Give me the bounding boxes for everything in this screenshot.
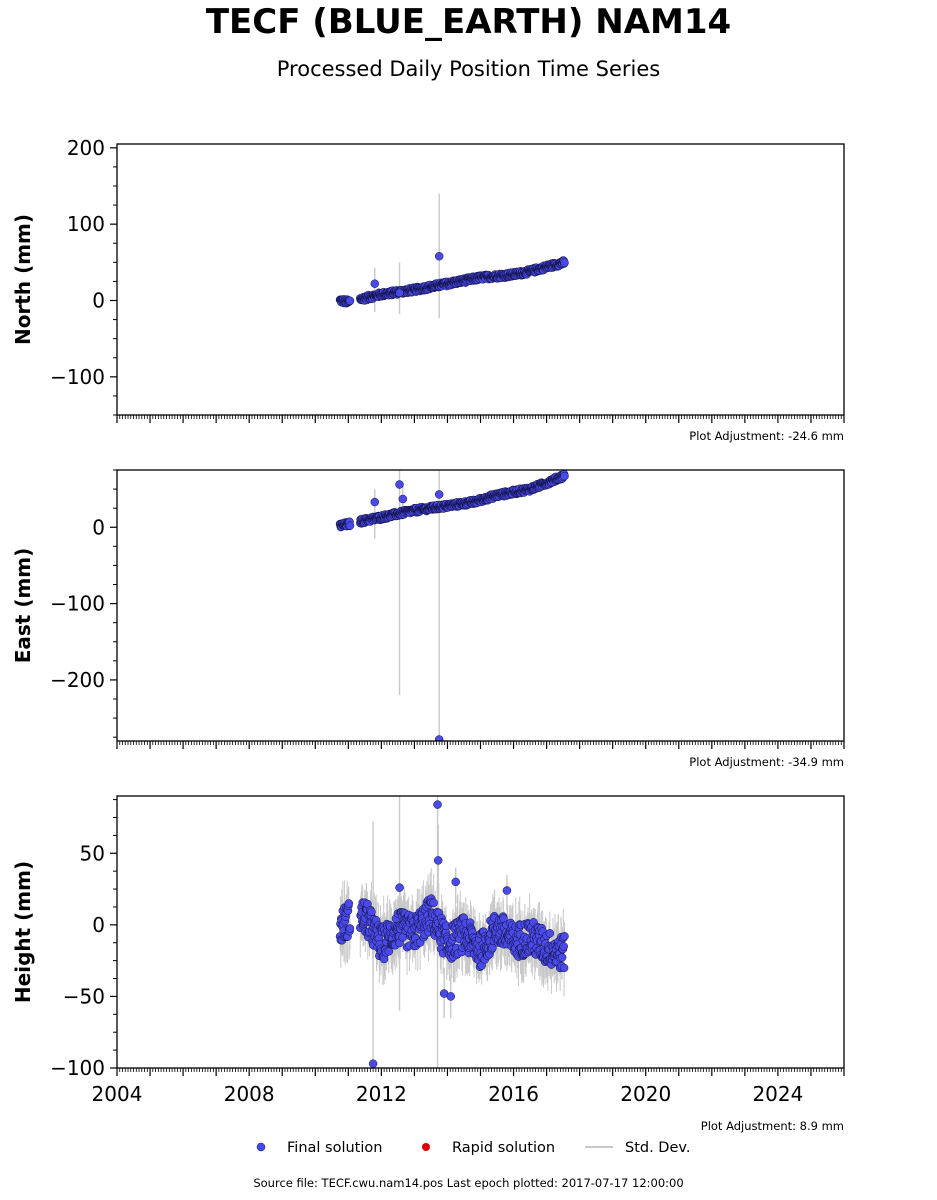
y-axis-label: East (mm) [11, 548, 35, 664]
plot-area [335, 796, 569, 1068]
final-solution-point [451, 877, 460, 887]
final-solution-point [560, 471, 569, 481]
final-solution-point [433, 800, 442, 809]
y-tick-label: 100 [67, 212, 105, 236]
final-solution-point [560, 258, 569, 267]
final-solution-point [398, 494, 408, 504]
legend-marker [422, 1143, 430, 1151]
panel-1: 200 100 0 −100 North (mm) Plot Adjustment: -2… [11, 136, 845, 443]
source-file-note: Source file: TECF.cwu.nam14.pos Last epo… [253, 1176, 684, 1190]
y-axis-label: Height (mm) [11, 861, 35, 1003]
x-tick-label: 2016 [488, 1082, 539, 1106]
plot-area [335, 470, 569, 741]
x-ticks [116, 415, 845, 423]
final-solution-point [345, 521, 355, 530]
legend: Final solution Rapid solution Std. Dev. [256, 1140, 690, 1156]
final-solution-point [434, 735, 444, 741]
plot-adjustment-note: Plot Adjustment: 8.9 mm [701, 1119, 844, 1133]
final-solution-point [345, 924, 355, 933]
final-solution-point [559, 942, 568, 951]
final-solution-point [446, 992, 456, 1001]
x-tick-label: 2020 [620, 1082, 671, 1106]
y-ticks: 200 100 0 −100 [50, 136, 117, 416]
legend-label: Rapid solution [452, 1140, 555, 1156]
x-tick-label: 2012 [356, 1082, 407, 1106]
plot-adjustment-note: Plot Adjustment: -34.9 mm [689, 755, 844, 769]
x-ticks [116, 741, 845, 749]
figure-title: TECF (BLUE_EARTH) NAM14 [205, 2, 732, 42]
final-solution-points [335, 800, 569, 1068]
legend-label: Std. Dev. [625, 1140, 690, 1156]
x-tick-label: 2004 [92, 1082, 143, 1106]
final-solution-point [429, 898, 438, 908]
y-tick-label: −100 [50, 1056, 105, 1080]
figure-subtitle: Processed Daily Position Time Series [276, 57, 661, 81]
legend-marker [256, 1142, 266, 1152]
final-solution-point [368, 1059, 378, 1068]
final-solution-point [433, 856, 443, 865]
y-tick-label: 0 [92, 913, 105, 937]
panel-2: 0 −100 −200 East (mm) Plot Adjustment: -34.9… [11, 469, 845, 769]
x-tick-label: 2024 [752, 1082, 803, 1106]
final-solution-point [395, 288, 404, 298]
final-solution-point [559, 963, 569, 973]
final-solution-point [370, 279, 380, 288]
legend-label: Final solution [287, 1140, 382, 1156]
x-ticks: 2004 2008 2012 2016 2020 2024 [92, 1068, 845, 1106]
final-solution-point [434, 490, 444, 499]
final-solution-point [367, 907, 376, 917]
y-tick-label: −100 [50, 365, 105, 389]
final-solution-point [557, 953, 567, 962]
y-tick-label: 0 [92, 288, 105, 312]
final-solution-points [335, 251, 569, 308]
plot-frame [116, 469, 845, 742]
final-solution-point [545, 929, 555, 938]
y-tick-label: −50 [63, 984, 105, 1008]
final-solution-point [370, 497, 380, 507]
y-ticks: 50 0 −50 −100 [50, 799, 117, 1080]
y-axis-label: North (mm) [11, 214, 35, 345]
final-solution-point [395, 480, 404, 489]
final-solution-point [344, 899, 354, 908]
y-tick-label: −100 [50, 592, 105, 616]
final-solution-point [502, 886, 512, 895]
x-tick-label: 2008 [224, 1082, 275, 1106]
final-solution-point [434, 251, 444, 261]
plot-adjustment-note: Plot Adjustment: -24.6 mm [689, 429, 844, 443]
y-tick-label: −200 [50, 668, 105, 692]
final-solution-point [560, 932, 569, 941]
final-solution-point [345, 296, 355, 306]
final-solution-point [395, 883, 404, 892]
y-tick-label: 0 [92, 515, 105, 539]
final-solution-points [335, 470, 569, 741]
plot-area [335, 193, 569, 319]
y-tick-label: 200 [67, 136, 105, 160]
y-tick-label: 50 [80, 841, 105, 865]
y-ticks: 0 −100 −200 [50, 469, 117, 738]
